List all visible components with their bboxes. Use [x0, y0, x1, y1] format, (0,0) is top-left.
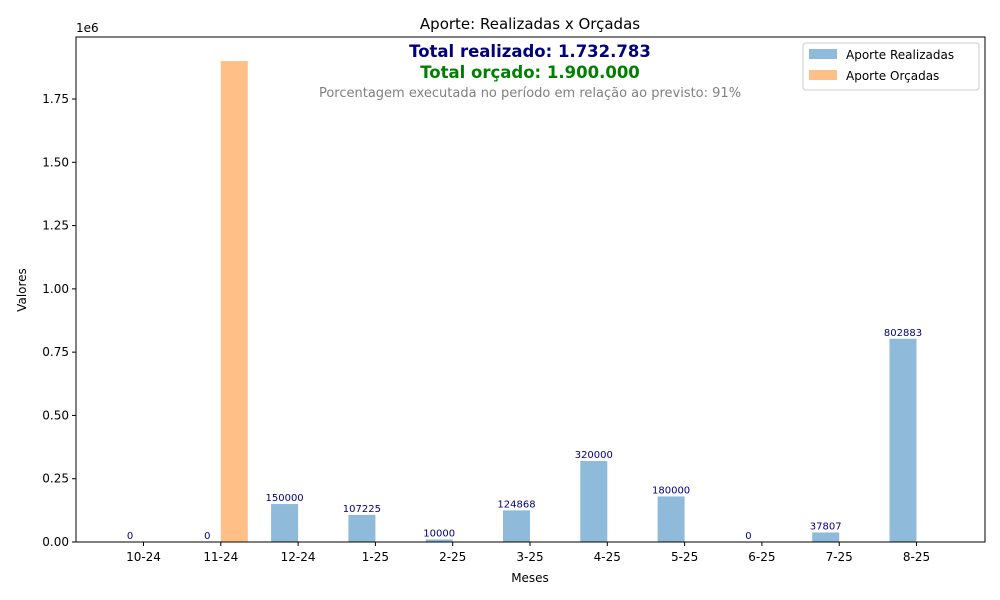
bar-realizada [425, 539, 453, 542]
x-tick-label: 11-24 [203, 550, 238, 564]
x-tick-label: 2-25 [439, 550, 466, 564]
bar-value-label: 150000 [266, 493, 304, 504]
bar-realizada [348, 514, 376, 542]
y-axis-offset-label: 1e6 [76, 21, 99, 35]
bar-realizada [271, 504, 299, 542]
plot-area: 0 0 150000 107225 10000 124868 320000 180000 0 37… [127, 61, 922, 543]
x-tick-label: 12-24 [281, 550, 316, 564]
y-tick-label: 1.00 [42, 282, 69, 296]
x-tick-label: 1-25 [362, 550, 389, 564]
bar-value-label: 124868 [497, 499, 535, 510]
bar-value-label: 802883 [884, 328, 922, 339]
legend-label: Aporte Orçadas [846, 69, 939, 83]
bar-orcada [220, 61, 248, 543]
bar-value-label: 0 [127, 531, 133, 542]
y-tick-label: 0.25 [42, 472, 69, 486]
bar-realizada [889, 338, 917, 542]
x-tick-label: 10-24 [126, 550, 161, 564]
bar-value-label: 107225 [343, 504, 381, 515]
x-axis-title: Meses [511, 571, 549, 585]
x-tick-label: 5-25 [671, 550, 698, 564]
x-tick-label: 7-25 [826, 550, 853, 564]
y-tick-label: 0.75 [42, 345, 69, 359]
bar-value-label: 180000 [652, 485, 690, 496]
bar-realizada [657, 496, 685, 542]
bar-value-label: 0 [204, 531, 210, 542]
bar-realizada [812, 532, 840, 542]
total-orcado-annotation: Total orçado: 1.900.000 [420, 63, 640, 82]
bar-value-label: 10000 [423, 528, 455, 539]
bar-realizada [580, 460, 608, 542]
chart-title: Aporte: Realizadas x Orçadas [420, 15, 640, 33]
bar-value-label: 0 [745, 531, 751, 542]
y-tick-label: 1.25 [42, 219, 69, 233]
legend-swatch [809, 49, 837, 59]
axes: 10-24 11-24 12-24 1-25 2-25 3-25 4-25 5-25 6-25 7… [42, 36, 986, 564]
legend-swatch [809, 70, 837, 80]
axes-frame [75, 36, 986, 543]
bar-realizada [503, 510, 530, 542]
y-tick-label: 1.50 [42, 155, 69, 169]
y-tick-label: 0.00 [42, 535, 69, 549]
x-tick-label: 6-25 [748, 550, 775, 564]
x-tick-label: 8-25 [903, 550, 930, 564]
percentual-annotation: Porcentagem executada no período em rela… [319, 86, 741, 101]
legend-label: Aporte Realizadas [846, 48, 954, 62]
legend-box [802, 42, 980, 91]
legend: Aporte Realizadas Aporte Orçadas [802, 42, 980, 91]
total-realizado-annotation: Total realizado: 1.732.783 [409, 42, 651, 61]
x-tick-label: 3-25 [516, 550, 543, 564]
x-tick-label: 4-25 [594, 550, 621, 564]
y-tick-label: 0.50 [42, 408, 69, 422]
y-axis-title: Valores [15, 268, 29, 312]
bar-value-label: 37807 [810, 521, 842, 532]
y-tick-label: 1.75 [42, 92, 69, 106]
bar-value-label: 320000 [575, 450, 613, 461]
